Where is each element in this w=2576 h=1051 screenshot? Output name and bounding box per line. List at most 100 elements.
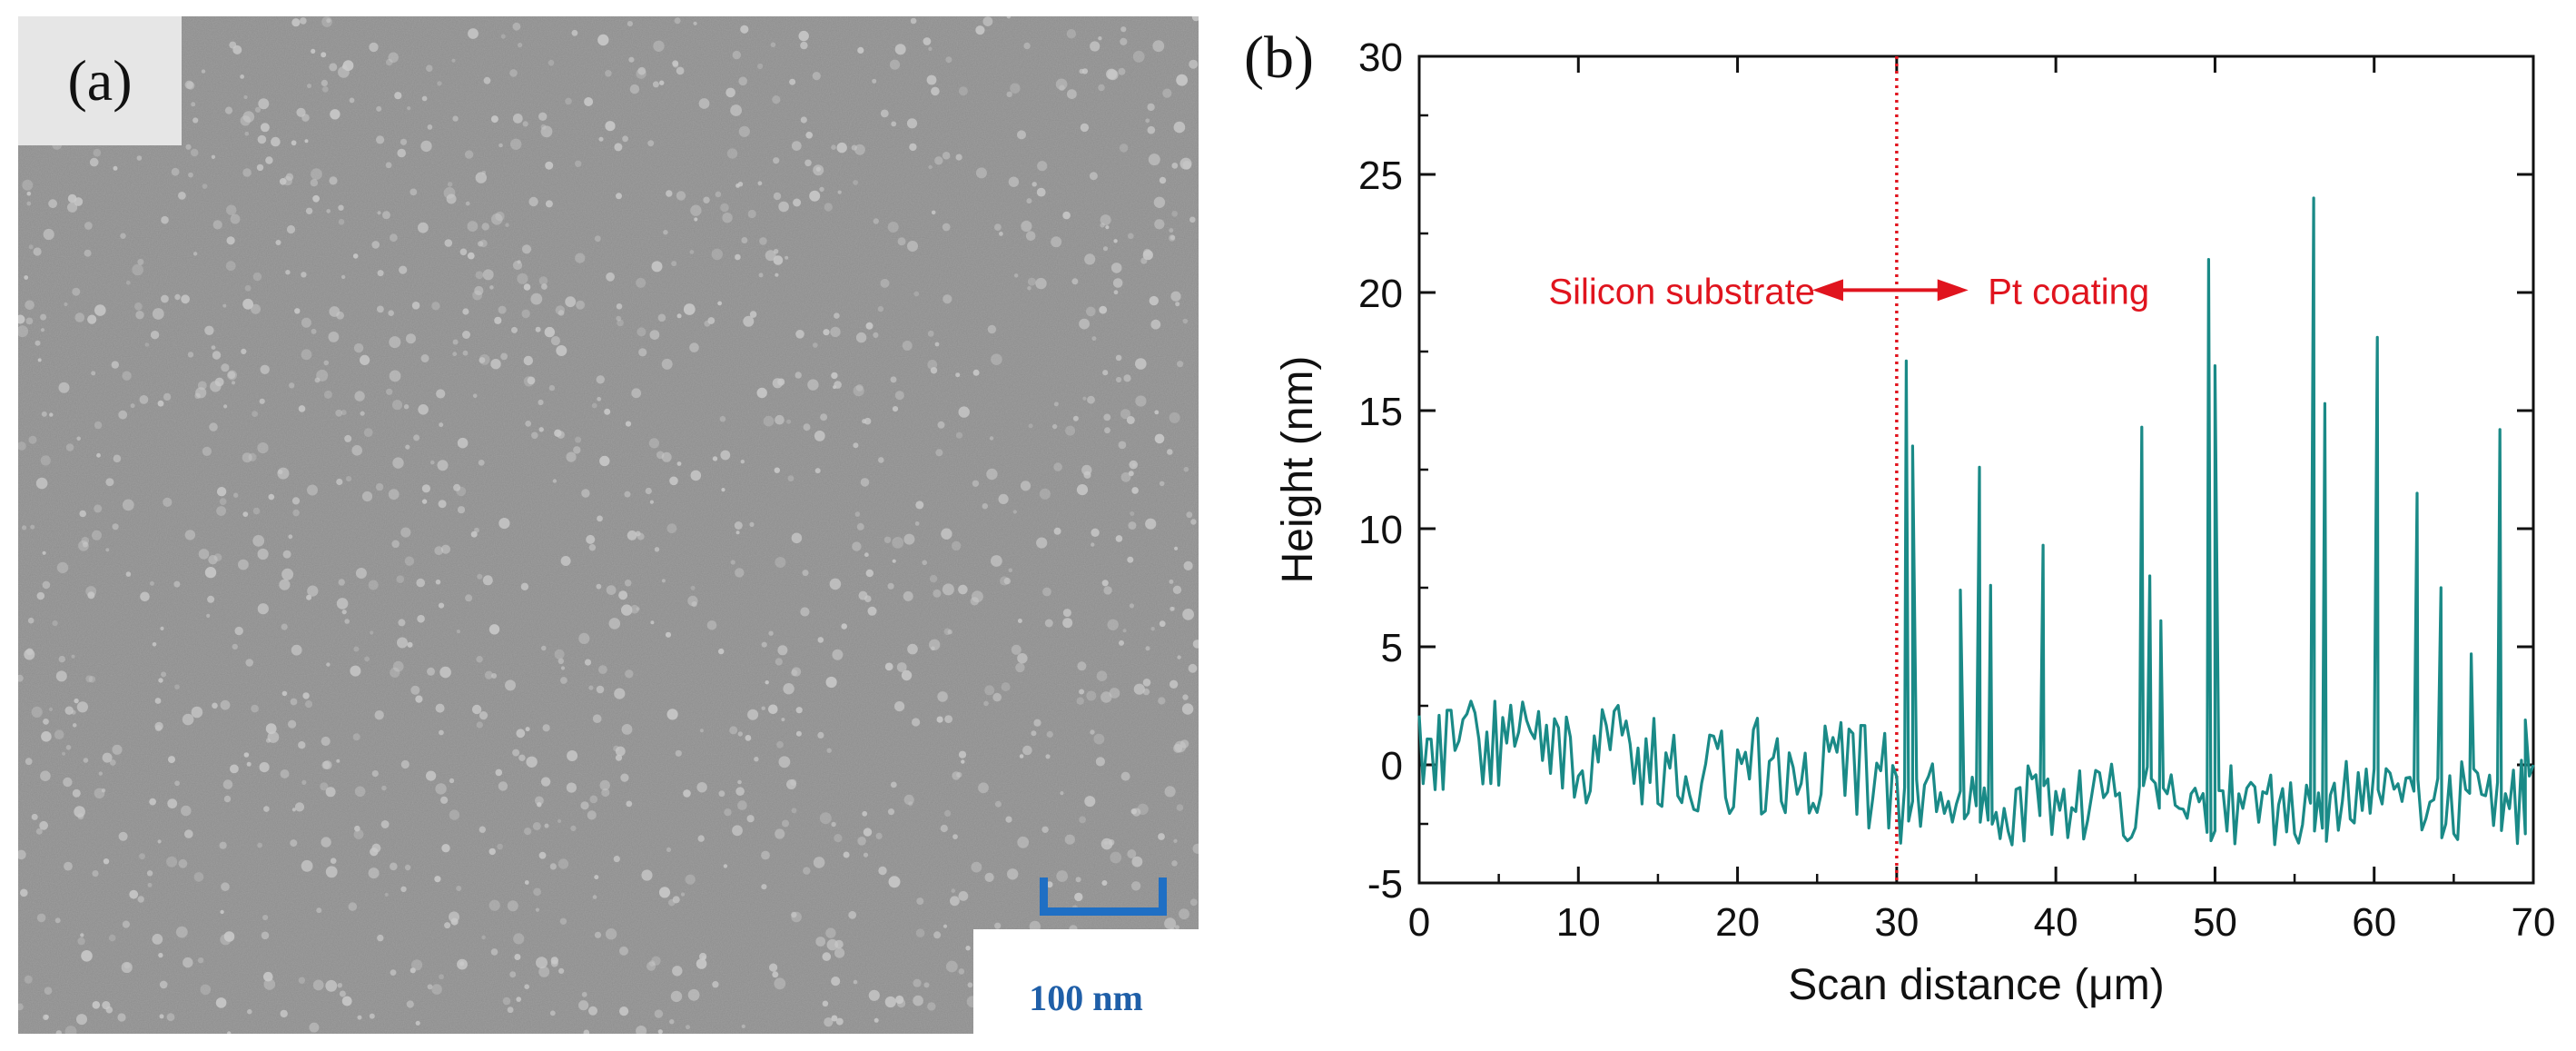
nanoparticle <box>1006 16 1012 19</box>
nanoparticle <box>512 114 523 124</box>
nanoparticle <box>1076 484 1089 496</box>
nanoparticle <box>545 200 553 208</box>
nanoparticle <box>649 500 655 504</box>
nanoparticle <box>209 422 218 431</box>
nanoparticle <box>85 586 97 597</box>
nanoparticle <box>761 641 767 648</box>
nanoparticle <box>476 721 483 729</box>
nanoparticle <box>451 58 456 63</box>
nanoparticle <box>853 442 859 449</box>
nanoparticle <box>715 191 722 198</box>
nanoparticle <box>999 232 1003 236</box>
nanoparticle <box>1098 36 1102 41</box>
nanoparticle <box>1158 697 1166 705</box>
nanoparticle <box>160 626 164 631</box>
nanoparticle <box>83 758 89 763</box>
nanoparticle <box>570 825 577 832</box>
nanoparticle <box>25 648 34 656</box>
nanoparticle <box>532 822 541 830</box>
nanoparticle <box>815 166 822 172</box>
nanoparticle <box>171 167 180 176</box>
nanoparticle <box>1077 661 1087 671</box>
nanoparticle <box>1143 248 1151 257</box>
nanoparticle <box>202 446 212 456</box>
nanoparticle <box>628 56 635 63</box>
nanoparticle <box>814 468 821 474</box>
nanoparticle <box>1159 620 1166 628</box>
nanoparticle <box>1080 123 1090 133</box>
nanoparticle <box>862 810 868 817</box>
nanoparticle <box>1158 833 1165 840</box>
nanoparticle <box>789 78 796 85</box>
nanoparticle <box>450 917 459 926</box>
nanoparticle <box>18 849 26 860</box>
nanoparticle <box>793 198 802 207</box>
nanoparticle <box>554 649 565 659</box>
nanoparticle <box>211 345 216 350</box>
nanoparticle <box>671 261 677 267</box>
annotation-label: Pt coating <box>1988 272 2149 312</box>
nanoparticle <box>928 46 933 51</box>
nanoparticle <box>719 415 726 422</box>
nanoparticle <box>1192 843 1199 854</box>
nanoparticle <box>566 782 577 793</box>
nanoparticle <box>775 828 785 839</box>
nanoparticle <box>836 142 847 154</box>
nanoparticle <box>533 887 541 897</box>
nanoparticle <box>741 1024 745 1028</box>
nanoparticle <box>113 165 118 171</box>
nanoparticle <box>291 140 297 146</box>
nanoparticle <box>74 197 84 206</box>
nanoparticle <box>558 967 565 974</box>
nanoparticle <box>1036 537 1048 549</box>
nanoparticle <box>1091 336 1097 342</box>
nanoparticle <box>831 1015 838 1022</box>
nanoparticle <box>280 1009 288 1018</box>
nanoparticle <box>426 770 437 781</box>
nanoparticle <box>637 327 646 337</box>
nanoparticle <box>168 756 175 764</box>
nanoparticle <box>353 342 364 353</box>
nanoparticle <box>336 598 349 610</box>
nanoparticle <box>259 762 270 773</box>
nanoparticle <box>697 835 705 842</box>
nanoparticle <box>1020 481 1031 491</box>
nanoparticle <box>578 632 590 645</box>
nanoparticle <box>52 620 58 627</box>
nanoparticle <box>320 782 329 791</box>
nanoparticle <box>857 46 864 55</box>
nanoparticle <box>377 305 384 313</box>
nanoparticle <box>188 172 193 178</box>
nanoparticle <box>1170 291 1181 302</box>
nanoparticle <box>535 326 541 332</box>
nanoparticle <box>247 1008 252 1015</box>
nanoparticle <box>502 996 511 1006</box>
nanoparticle <box>798 30 809 42</box>
nanoparticle <box>374 710 384 720</box>
nanoparticle <box>457 437 469 449</box>
nanoparticle <box>831 977 841 987</box>
nanoparticle <box>43 719 49 725</box>
nanoparticle <box>174 293 181 301</box>
nanoparticle <box>1115 354 1122 362</box>
nanoparticle <box>55 670 67 682</box>
nanoparticle <box>305 207 313 214</box>
nanoparticle <box>571 29 578 36</box>
nanoparticle <box>1169 234 1176 242</box>
nanoparticle <box>537 802 542 808</box>
nanoparticle <box>803 423 811 431</box>
nanoparticle <box>212 351 222 360</box>
nanoparticle <box>31 813 38 820</box>
nanoparticle <box>355 568 367 579</box>
nanoparticle <box>77 813 84 820</box>
nanoparticle <box>631 388 642 399</box>
nanoparticle <box>258 98 270 110</box>
nanoparticle <box>410 967 416 974</box>
nanoparticle <box>88 676 96 683</box>
nanoparticle <box>689 250 695 254</box>
nanoparticle <box>438 602 445 609</box>
sem-grain-texture <box>18 16 1199 1034</box>
scale-bar-label: 100 nm <box>1029 977 1143 1018</box>
nanoparticle <box>1169 679 1179 689</box>
x-tick-label: 60 <box>2352 900 2396 945</box>
